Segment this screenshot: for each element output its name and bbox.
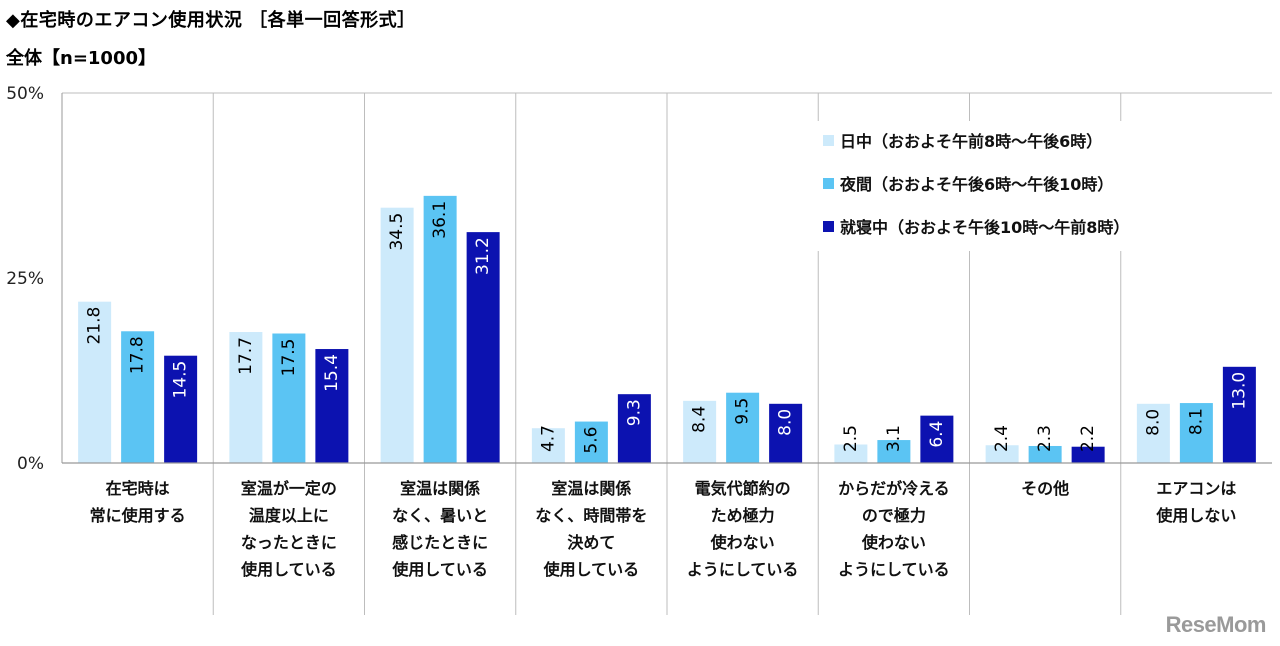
category-label: 使わない (710, 533, 775, 552)
category-label: 使用している (391, 560, 488, 579)
category-label: ため極力 (711, 506, 775, 525)
category-label: ようにしている (838, 560, 950, 579)
category-label: 使わない (861, 533, 926, 552)
category-label: 使用している (543, 560, 640, 579)
bar-value-label: 17.8 (128, 336, 148, 374)
category-label: 使用しない (1155, 506, 1236, 525)
bar-value-label: 36.1 (430, 201, 450, 239)
legend-swatch (823, 221, 834, 232)
category-label: なったときに (241, 533, 337, 552)
bar (1071, 446, 1105, 463)
category-label: エアコンは (1156, 479, 1236, 498)
category-label: 温度以上に (248, 506, 329, 525)
category-label: 室温は関係 (551, 479, 631, 498)
category-label: ので極力 (862, 506, 926, 525)
category-label: 在宅時は (106, 479, 170, 498)
y-tick-label: 25% (6, 269, 44, 289)
bar-value-label: 9.5 (733, 398, 753, 425)
category-label: 常に使用する (90, 506, 186, 525)
category-label: 電気代節約の (695, 479, 791, 498)
bar-value-label: 8.1 (1186, 408, 1206, 435)
bar (877, 440, 911, 463)
legend-swatch (823, 178, 834, 189)
bar (531, 428, 565, 463)
bar-value-label: 8.0 (776, 409, 796, 436)
bar (121, 331, 155, 463)
category-label: その他 (1021, 479, 1069, 498)
bar-value-label: 15.4 (322, 354, 342, 392)
legend-background (815, 121, 1210, 251)
bar (1136, 403, 1170, 463)
bar (683, 400, 717, 463)
category-label: からだが冷える (838, 479, 950, 498)
legend-entry: 日中（おおよそ午前8時～午後6時） (840, 132, 1102, 151)
bar (466, 232, 500, 463)
bar (726, 392, 760, 463)
y-tick-label: 0% (17, 454, 44, 474)
category-label: ようにしている (687, 560, 799, 579)
bar (1222, 366, 1256, 463)
bar (164, 355, 198, 463)
bar-value-label: 17.5 (279, 339, 299, 377)
bar (574, 421, 608, 463)
category-label: なく、暑いと (392, 506, 488, 525)
bar-value-label: 9.3 (624, 399, 644, 426)
legend-swatch (823, 135, 834, 146)
category-label: 使用している (240, 560, 337, 579)
bar (985, 445, 1019, 463)
bar-value-label: 17.7 (236, 337, 256, 375)
bar-value-label: 3.1 (884, 425, 904, 452)
bar-value-label: 8.4 (690, 406, 710, 433)
bar-value-label: 34.5 (387, 213, 407, 251)
bar-value-label: 14.5 (171, 361, 191, 399)
bar-value-label: 13.0 (1229, 372, 1249, 410)
bar (229, 332, 263, 463)
category-label: 室温は関係 (400, 479, 480, 498)
chart-subtitle: 全体【n=1000】 (6, 48, 156, 69)
bar (380, 207, 414, 463)
bar (423, 195, 457, 464)
bar-value-label: 8.0 (1143, 409, 1163, 436)
bar (1179, 403, 1213, 463)
bar-value-label: 21.8 (85, 307, 105, 345)
bar-value-label: 2.4 (992, 425, 1012, 452)
bar (1028, 445, 1062, 463)
bar (834, 444, 868, 463)
category-label: なく、時間帯を (535, 506, 647, 525)
bar (769, 403, 803, 463)
bar-value-label: 2.3 (1035, 425, 1055, 452)
category-label: 感じたときに (392, 533, 488, 552)
category-label: 決めて (567, 533, 615, 552)
y-tick-label: 50% (6, 84, 44, 104)
bar-value-label: 2.2 (1078, 425, 1098, 452)
legend-entry: 就寝中（おおよそ午後10時～午前8時） (840, 218, 1129, 237)
resemom-logo: ReseMom (1165, 612, 1267, 637)
bar-value-label: 31.2 (473, 237, 493, 275)
bar (272, 333, 306, 463)
legend-entry: 夜間（おおよそ午後6時～午後10時） (839, 175, 1113, 194)
bar-value-label: 4.7 (538, 425, 558, 452)
category-label: 室温が一定の (241, 479, 337, 498)
bar (920, 415, 954, 463)
chart-title: ◆在宅時のエアコン使用状況 ［各単一回答形式］ (6, 10, 416, 31)
bar (315, 349, 349, 463)
bar (617, 394, 651, 463)
bar-value-label: 5.6 (581, 427, 601, 454)
bar (78, 301, 112, 463)
bar-value-label: 2.5 (841, 425, 861, 452)
bar-value-label: 6.4 (927, 421, 947, 448)
